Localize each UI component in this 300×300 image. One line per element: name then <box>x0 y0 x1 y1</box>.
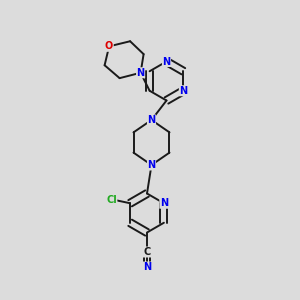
Text: N: N <box>162 56 171 67</box>
Text: N: N <box>147 160 156 170</box>
Text: N: N <box>160 198 168 208</box>
Text: N: N <box>147 115 156 125</box>
Text: C: C <box>143 247 151 257</box>
Text: N: N <box>179 86 188 96</box>
Text: Cl: Cl <box>106 195 117 205</box>
Text: N: N <box>136 68 145 78</box>
Text: N: N <box>143 262 151 272</box>
Text: O: O <box>105 41 113 51</box>
